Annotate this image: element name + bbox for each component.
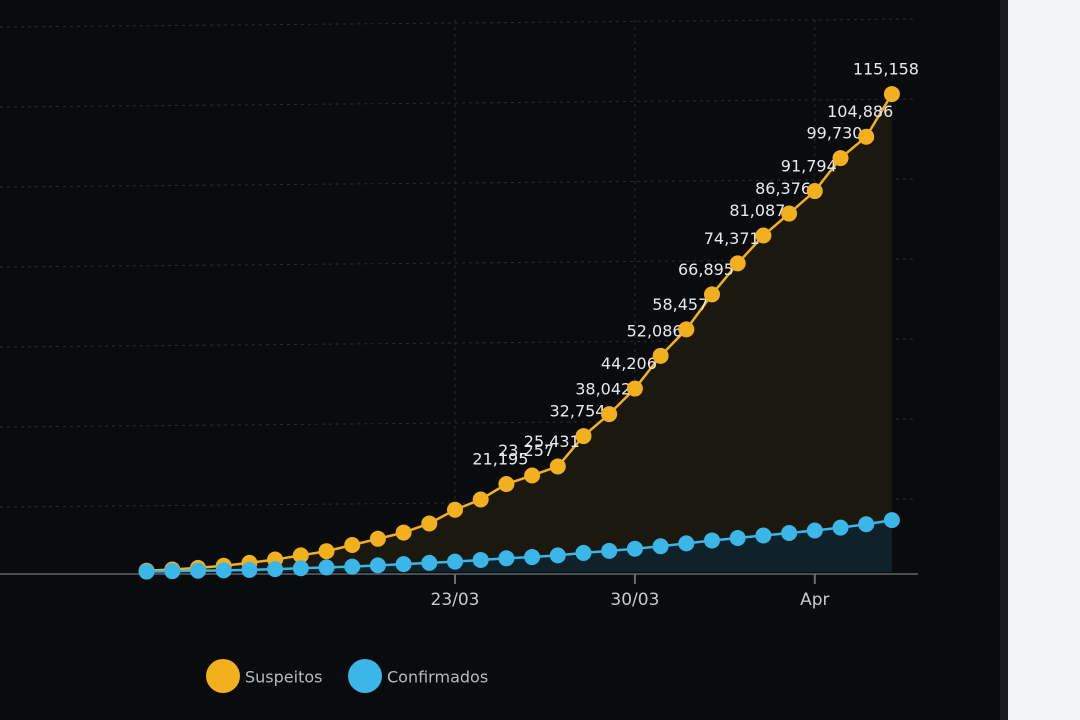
data-point — [729, 255, 746, 272]
data-label: 86,376 — [755, 179, 811, 198]
data-label: 38,042 — [575, 380, 631, 399]
data-point — [318, 543, 335, 560]
data-point — [832, 519, 849, 536]
data-point — [652, 538, 669, 555]
data-point — [626, 540, 643, 557]
data-point — [678, 535, 695, 552]
data-point — [678, 321, 695, 338]
monitor-edge — [1008, 0, 1080, 720]
area — [146, 94, 892, 572]
data-label: 74,371 — [704, 229, 760, 248]
data-point — [858, 128, 875, 145]
data-point — [395, 556, 412, 573]
data-point — [858, 516, 875, 533]
data-point — [601, 406, 618, 423]
data-label: 25,431 — [524, 432, 580, 451]
data-point — [472, 491, 489, 508]
data-point — [369, 530, 386, 547]
data-point — [806, 522, 823, 539]
data-point — [549, 547, 566, 564]
data-label: 66,895 — [678, 260, 734, 279]
bezel — [1000, 0, 1008, 720]
data-point — [601, 542, 618, 559]
data-label: 91,794 — [781, 157, 837, 176]
data-label: 104,886 — [827, 102, 893, 121]
grid-line — [0, 18, 916, 28]
data-point — [498, 550, 515, 567]
data-label: 115,158 — [853, 60, 919, 79]
grid-line — [0, 258, 916, 268]
data-point — [704, 286, 720, 303]
data-label: 21,195 — [472, 450, 528, 469]
data-point — [626, 380, 643, 397]
data-point — [447, 553, 463, 570]
grid-line — [0, 418, 916, 428]
x-tick-label: 23/03 — [431, 590, 480, 610]
data-point — [215, 562, 232, 579]
data-point — [344, 558, 361, 575]
area — [146, 520, 892, 572]
data-point — [292, 560, 309, 577]
data-point — [781, 205, 798, 222]
data-point — [652, 347, 669, 364]
data-point — [472, 551, 489, 568]
data-label: 81,087 — [729, 201, 785, 220]
legend-swatch — [348, 659, 382, 693]
data-point — [524, 549, 541, 566]
data-point — [190, 562, 206, 579]
data-point — [421, 554, 438, 571]
data-point — [729, 529, 746, 546]
data-point — [498, 476, 515, 493]
legend-label: Suspeitos — [245, 668, 322, 687]
legend-label: Confirmados — [387, 668, 488, 687]
data-point — [755, 227, 772, 244]
data-point — [806, 183, 823, 200]
data-label: 58,457 — [652, 295, 708, 314]
data-point — [524, 467, 541, 484]
data-point — [447, 501, 463, 518]
data-label: 23,257 — [498, 441, 554, 460]
data-point — [883, 512, 900, 529]
data-label: 99,730 — [807, 124, 863, 143]
x-tick-label: 30/03 — [610, 590, 659, 610]
data-point — [704, 532, 720, 549]
data-point — [755, 527, 772, 544]
data-point — [549, 458, 566, 475]
data-point — [832, 150, 849, 167]
x-tick-label: Apr — [800, 590, 829, 610]
data-label: 44,206 — [601, 354, 657, 373]
data-point — [267, 561, 284, 578]
data-point — [883, 86, 900, 103]
data-label: 52,086 — [627, 321, 683, 340]
data-point — [575, 428, 592, 445]
data-point — [138, 563, 155, 580]
data-label: 32,754 — [550, 402, 606, 421]
grid-line — [0, 338, 916, 348]
data-point — [344, 537, 361, 554]
data-point — [369, 557, 386, 574]
data-point — [781, 524, 798, 541]
data-point — [292, 547, 309, 564]
data-point — [421, 515, 438, 532]
data-point — [318, 559, 335, 576]
data-point — [164, 563, 181, 580]
data-point — [395, 524, 412, 541]
legend: Suspeitos Confirmados — [206, 659, 488, 693]
grid-line — [0, 178, 916, 188]
grid-line — [0, 98, 916, 108]
data-point — [575, 544, 592, 561]
data-point — [241, 561, 258, 578]
legend-swatch — [206, 659, 240, 693]
